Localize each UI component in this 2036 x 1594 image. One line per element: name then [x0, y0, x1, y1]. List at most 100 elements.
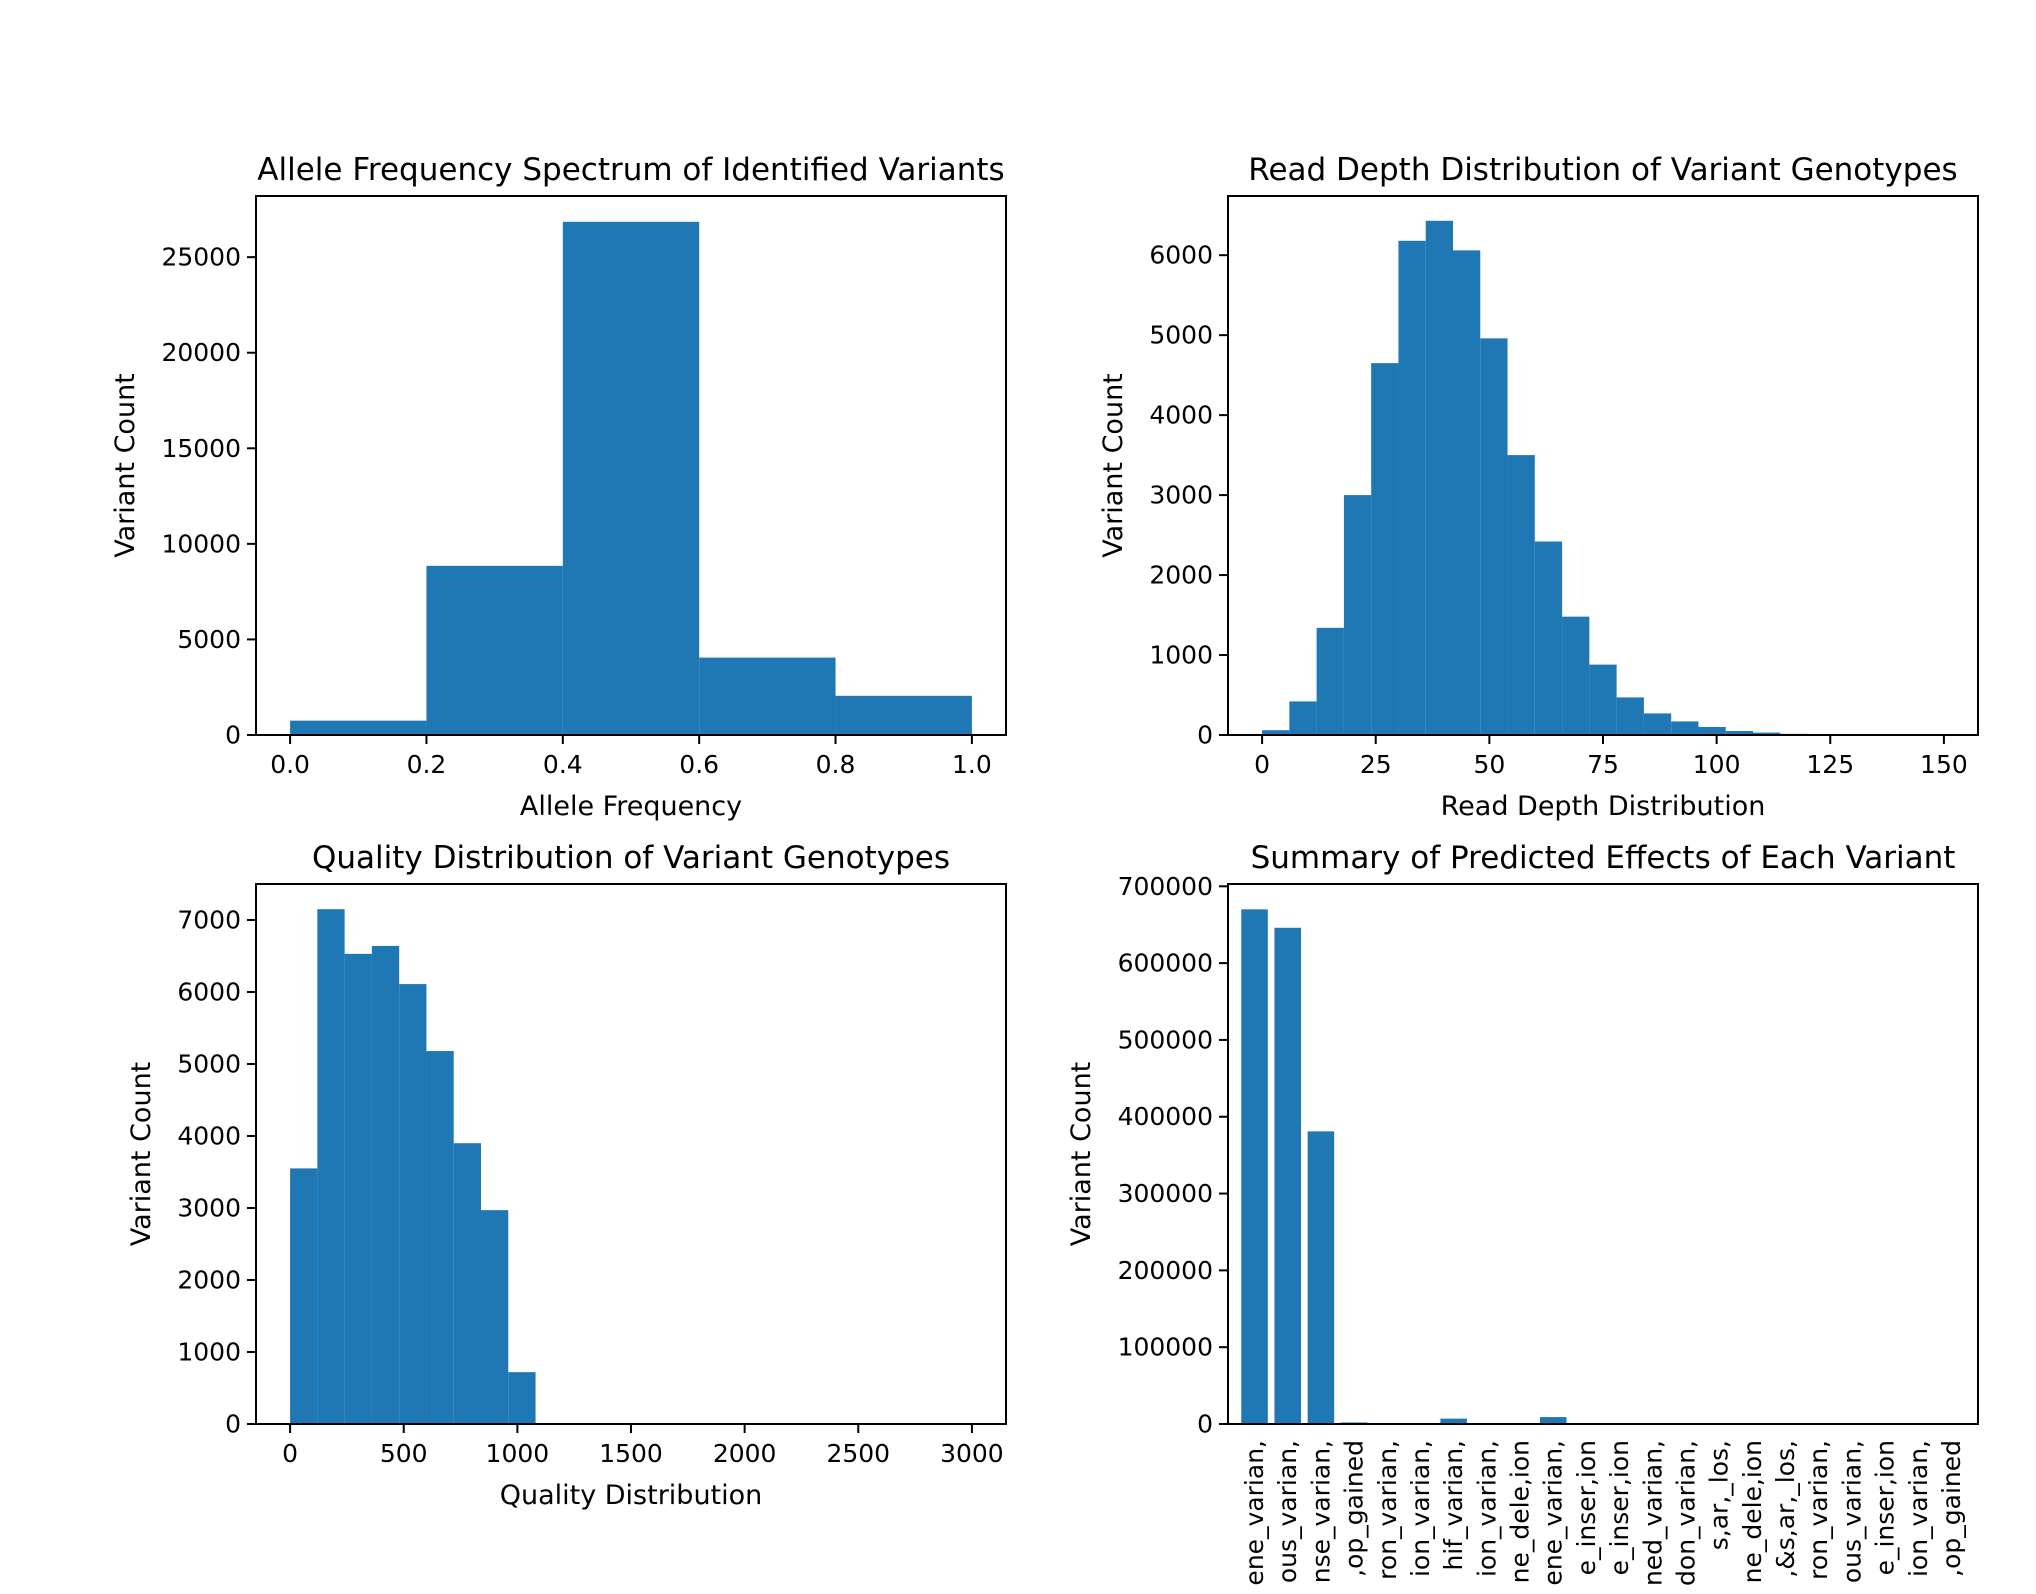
effects-bar [1440, 1418, 1467, 1424]
depth-x-axis-label: Read Depth Distribution [1441, 791, 1766, 822]
quality-bar [344, 953, 372, 1424]
effects-y-tick-label: 0 [1197, 1410, 1213, 1439]
quality-y-tick-label: 1000 [177, 1338, 241, 1367]
quality-y-axis-label: Variant Count [126, 1062, 157, 1247]
depth-bar [1507, 455, 1535, 735]
depth-y-tick-label: 2000 [1149, 561, 1213, 590]
depth-x-tick-label: 100 [1693, 750, 1741, 779]
depth-bar [1671, 721, 1699, 735]
depth-bar [1589, 664, 1617, 735]
depth-chart-title: Read Depth Distribution of Variant Genot… [1248, 152, 1957, 188]
effects-category-label: ene_varian, [1240, 1440, 1269, 1586]
quality-bar [371, 945, 400, 1424]
allele-x-tick-label: 0.2 [407, 750, 447, 779]
quality-y-tick-label: 2000 [177, 1266, 241, 1295]
quality-bar [481, 1210, 509, 1424]
effects-y-tick-label: 200000 [1118, 1256, 1213, 1285]
depth-x-tick-label: 125 [1806, 750, 1854, 779]
quality-chart-title: Quality Distribution of Variant Genotype… [312, 840, 950, 876]
quality-y-tick-label: 3000 [177, 1194, 241, 1223]
effects-chart-title: Summary of Predicted Effects of Each Var… [1251, 840, 1956, 876]
effects-category-label: ion_varian, [1904, 1440, 1933, 1577]
depth-bar [1698, 727, 1726, 735]
depth-bar [1262, 730, 1290, 735]
effects-y-tick-label: 300000 [1118, 1179, 1213, 1208]
depth-bar [1343, 495, 1372, 735]
quality-bar [426, 1051, 454, 1424]
depth-bar [1289, 701, 1317, 735]
depth-bar [1316, 627, 1344, 735]
quality-x-tick-label: 3000 [940, 1439, 1004, 1468]
effects-y-tick-label: 600000 [1118, 949, 1213, 978]
allele-bar [290, 720, 427, 735]
quality-x-tick-label: 2500 [826, 1439, 890, 1468]
effects-y-tick-label: 400000 [1118, 1102, 1213, 1131]
depth-x-tick-label: 25 [1360, 750, 1392, 779]
allele-x-tick-label: 1.0 [952, 750, 992, 779]
effects-category-label: e_inser,ion [1572, 1440, 1601, 1575]
effects-bar [1539, 1417, 1567, 1424]
effects-category-label: ion_varian, [1406, 1440, 1435, 1577]
allele-bar [835, 695, 972, 735]
allele-y-tick-label: 25000 [161, 243, 241, 272]
allele-y-tick-label: 5000 [177, 625, 241, 654]
depth-y-tick-label: 5000 [1149, 321, 1213, 350]
effects-category-label: ned_varian, [1638, 1440, 1667, 1586]
allele-x-tick-label: 0.6 [679, 750, 719, 779]
quality-bar [317, 909, 345, 1424]
quality-x-tick-label: 1000 [486, 1439, 550, 1468]
allele-bar [426, 565, 563, 735]
allele-y-tick-label: 20000 [161, 338, 241, 367]
depth-plot-frame [1227, 195, 1979, 736]
allele-y-tick-label: 15000 [161, 434, 241, 463]
depth-y-tick-label: 1000 [1149, 641, 1213, 670]
depth-bar [1643, 713, 1672, 735]
quality-x-axis-label: Quality Distribution [500, 1480, 763, 1511]
depth-bar [1753, 732, 1781, 735]
effects-bar [1274, 927, 1302, 1424]
allele-chart: 0.0 0.2 0.4 0.6 0.8 1.0 0 5000 10000 15000 20000 25… [110, 152, 1007, 822]
quality-chart: 0 500 1000 1500 2000 2500 3000 0 1000 2000 3000 400… [126, 840, 1007, 1511]
quality-bar [399, 984, 427, 1424]
depth-y-axis-label: Variant Count [1098, 373, 1129, 558]
allele-x-tick-label: 0.4 [543, 750, 583, 779]
effects-category-label: ne_dele,ion [1506, 1440, 1535, 1583]
effects-y-tick-label: 700000 [1118, 872, 1213, 901]
quality-y-tick-label: 0 [225, 1410, 241, 1439]
effects-bar [1307, 1131, 1335, 1424]
effects-category-label: ,op_gained [1340, 1440, 1369, 1577]
effects-category-label: ,op_gained [1937, 1440, 1966, 1577]
effects-y-axis-label: Variant Count [1066, 1062, 1097, 1247]
quality-x-tick-label: 0 [282, 1439, 298, 1468]
allele-y-axis-label: Variant Count [110, 373, 141, 558]
effects-category-label: ous_varian, [1273, 1440, 1302, 1583]
depth-y-tick-label: 6000 [1149, 241, 1213, 270]
allele-y-tick-label: 0 [225, 721, 241, 750]
quality-x-tick-label: 2000 [713, 1439, 777, 1468]
quality-y-tick-label: 6000 [177, 978, 241, 1007]
depth-bar [1616, 697, 1644, 735]
quality-x-tick-label: 1500 [599, 1439, 663, 1468]
depth-y-tick-label: 0 [1197, 721, 1213, 750]
effects-category-label: e_inser,ion [1871, 1440, 1900, 1575]
effects-category-label: ron_varian, [1373, 1440, 1402, 1580]
quality-y-tick-label: 7000 [177, 906, 241, 935]
depth-bar [1425, 220, 1453, 736]
allele-bar [562, 221, 700, 735]
effects-y-tick-label: 100000 [1118, 1333, 1213, 1362]
effects-category-label: ous_varian, [1837, 1440, 1866, 1583]
quality-plot-frame [255, 883, 1007, 1425]
effects-category-label: ne_dele,ion [1738, 1440, 1767, 1583]
effects-category-label: ron_varian, [1804, 1440, 1833, 1580]
depth-x-tick-label: 75 [1587, 750, 1619, 779]
depth-bar [1453, 250, 1481, 735]
allele-x-tick-label: 0.8 [816, 750, 856, 779]
depth-bar [1562, 616, 1590, 735]
depth-bar [1534, 541, 1563, 735]
effects-y-tick-label: 500000 [1118, 1025, 1213, 1054]
allele-bar [699, 657, 836, 735]
allele-x-tick-label: 0.0 [270, 750, 310, 779]
effects-category-label: ion_varian, [1472, 1440, 1501, 1577]
quality-bar [453, 1143, 481, 1424]
